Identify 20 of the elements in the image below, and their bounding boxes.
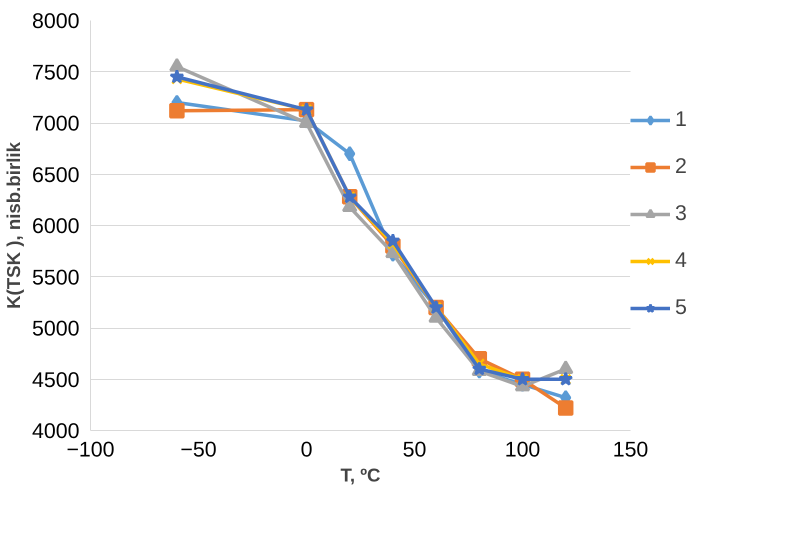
x-tick-label: 50 [402, 438, 426, 462]
x-tick-label: 150 [612, 438, 648, 462]
x-axis-title: T, ºC [340, 464, 380, 486]
y-tick-label: 7500 [32, 60, 80, 84]
x-tick-label: 0 [300, 438, 313, 462]
legend-label: 5 [675, 295, 688, 320]
legend-label: 2 [675, 154, 688, 179]
x-tick-label: 100 [504, 438, 540, 462]
legend-label: 4 [675, 248, 688, 273]
y-axis-title: K(TSK ), nisb.birlik [3, 141, 24, 309]
y-tick-label: 5000 [32, 316, 80, 340]
x-tick-label: −50 [180, 438, 217, 462]
y-tick-label: 4500 [32, 368, 80, 392]
legend-label: 1 [675, 107, 688, 132]
legend-label: 3 [675, 201, 688, 226]
y-tick-label: 6000 [32, 214, 80, 238]
y-tick-label: 5500 [32, 265, 80, 290]
y-tick-label: 6500 [32, 162, 80, 187]
y-tick-label: 8000 [32, 9, 80, 33]
y-tick-label: 7000 [32, 112, 80, 136]
